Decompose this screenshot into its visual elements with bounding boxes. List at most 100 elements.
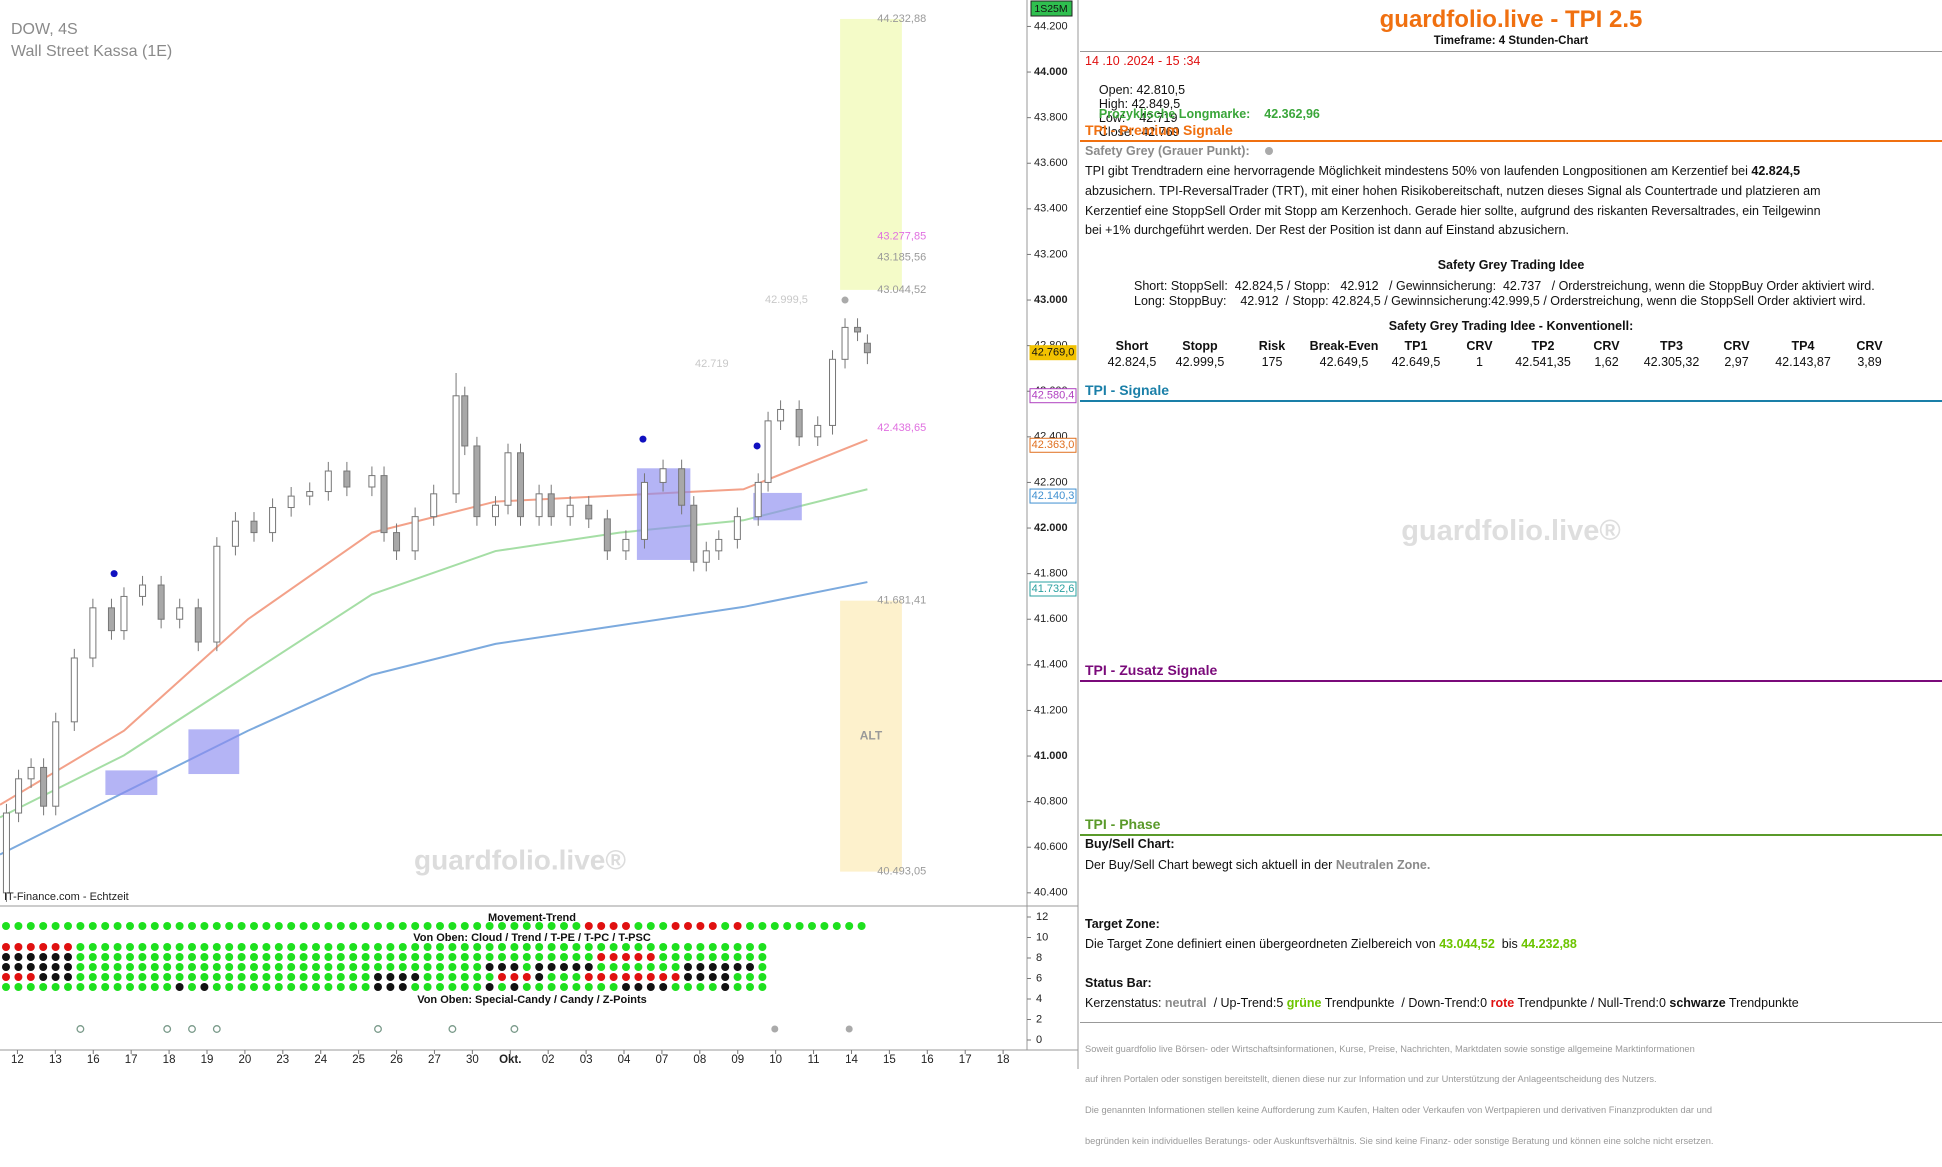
indicator-dot [138, 943, 147, 951]
rule [1080, 680, 1942, 682]
x-tick-label: 17 [959, 1054, 972, 1066]
value: 44.232,88 [1521, 937, 1577, 951]
indicator-dot [460, 973, 469, 981]
indicator-dot [597, 953, 606, 961]
indicator-dot [758, 973, 767, 981]
indicator-dot [696, 922, 705, 930]
y-tick-label: 43.600 [1034, 157, 1068, 169]
indicator-dot [2, 953, 10, 961]
indicator-dot [646, 922, 655, 930]
badge-text: 1S25M [1034, 3, 1067, 15]
indicator-dot [684, 973, 692, 981]
indicator-dot [26, 963, 35, 971]
indicator-dot [163, 1025, 172, 1033]
indicator-dot [14, 983, 23, 991]
indicator-dot [312, 953, 320, 961]
x-tick-label: 16 [87, 1054, 100, 1066]
indicator-dot [200, 922, 209, 930]
indicator-dot [584, 953, 593, 961]
indicator-dot [721, 953, 730, 961]
indicator-dot [510, 943, 519, 951]
indicator-dot [510, 983, 519, 991]
chart: ALT 44.232,88 43.277,85 43.185,56 43.044,52 4… [0, 0, 1080, 1069]
indicator-dot [708, 922, 717, 930]
indicator-dot [113, 943, 122, 951]
indicator-dot [150, 963, 159, 971]
indicator-dot [560, 953, 568, 961]
indicator-dot [51, 983, 60, 991]
ohlc-value: 42.769 [1141, 125, 1180, 139]
indicator-dot [64, 973, 72, 981]
candle-body [863, 342, 871, 354]
status: grüne [1286, 996, 1322, 1010]
x-tick-label: 02 [542, 1054, 555, 1066]
candle-body [452, 395, 460, 495]
indicator-dot [423, 922, 432, 930]
status: neutral [1164, 996, 1207, 1010]
indicator-dot [584, 973, 593, 981]
rule [1080, 1022, 1942, 1023]
table-header: Risk [1258, 339, 1286, 353]
indicator-dot [758, 953, 767, 961]
table-header: TP3 [1660, 339, 1683, 353]
y-tick-label: 0 [1036, 1034, 1042, 1046]
indicator-dot [485, 983, 494, 991]
bold-value: 42.824,5 [1751, 164, 1801, 178]
indicator-dot [188, 1025, 196, 1033]
indicator-dot [448, 963, 457, 971]
candle-body [231, 520, 239, 547]
indicator-label: Movement-Trend [488, 912, 576, 924]
indicator-dot [175, 973, 184, 981]
indicator-dot [287, 973, 296, 981]
indicator-dot [845, 922, 854, 930]
indicator-dot [212, 1025, 221, 1033]
x-tick-label: 18 [163, 1054, 176, 1066]
indicator-dot [634, 973, 643, 981]
indicator-dot [336, 922, 345, 930]
y-tick-label: 40.600 [1034, 841, 1068, 853]
indicator-dot [547, 983, 556, 991]
indicator-dot [274, 953, 283, 961]
x-tick-label: 17 [125, 1054, 138, 1066]
indicator-dot [51, 943, 60, 951]
indicator-dot [76, 983, 85, 991]
indicator-dot [287, 943, 296, 951]
disclaimer-line: Soweit guardfolio live Börsen- oder Wirt… [1085, 1043, 1695, 1054]
indicator-dot [696, 943, 705, 951]
candle-body [690, 504, 698, 563]
indicator-dot [448, 943, 457, 951]
candle-body [393, 532, 401, 552]
indicator-dot [398, 973, 407, 981]
grey-dot [1265, 147, 1274, 155]
indicator-dot [287, 953, 296, 961]
price-marker-label: 42.580,4 [1032, 390, 1075, 402]
table-cell: 1,62 [1594, 355, 1619, 369]
indicator-dot [659, 983, 668, 991]
status: rote [1490, 996, 1515, 1010]
price-marker [1029, 345, 1077, 361]
indicator-dot [386, 922, 395, 930]
y-tick-label: 12 [1036, 911, 1048, 923]
indicator-dot [175, 983, 184, 991]
indicator-dot [126, 922, 134, 930]
table-cell: 42.305,32 [1643, 355, 1700, 369]
safety-label: Safety Grey (Grauer Punkt): [1085, 144, 1274, 158]
indicator-dot [39, 983, 48, 991]
text: Trendpunkte [1728, 996, 1799, 1010]
indicator-dot [349, 973, 358, 981]
indicator-dot [163, 963, 172, 971]
indicator-dot [535, 963, 544, 971]
indicator-dot [448, 953, 457, 961]
candle-body [120, 595, 128, 632]
table-header: CRV [1593, 339, 1620, 353]
indicator-dot [535, 973, 544, 981]
y-tick-label: 41.000 [1034, 750, 1068, 762]
indicator-dot [150, 983, 159, 991]
x-tick-label: 14 [845, 1054, 858, 1066]
indicator-dot [547, 943, 556, 951]
indicator-dot [2, 943, 10, 951]
indicator-dot [237, 922, 246, 930]
indicator-dot [250, 922, 258, 930]
price-annotation: 43.044,52 [877, 284, 926, 296]
badge [1030, 0, 1073, 17]
